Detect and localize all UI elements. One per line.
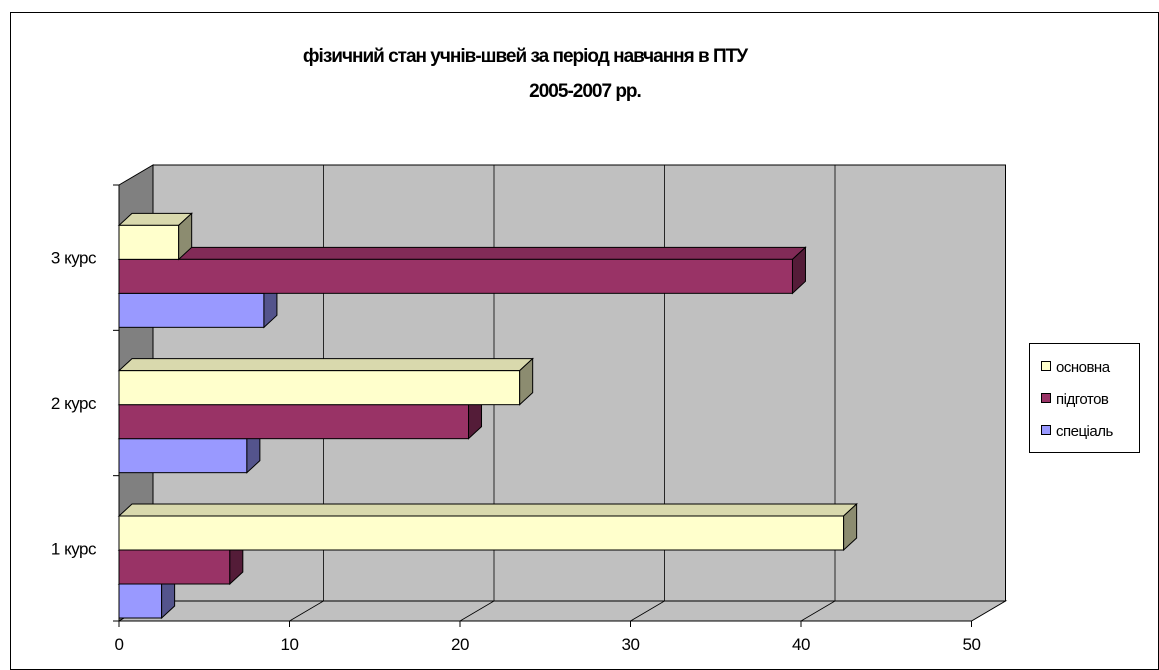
bar bbox=[118, 404, 470, 440]
x-tick-label: 30 bbox=[622, 635, 640, 654]
y-tick-label: 3 курс bbox=[51, 249, 97, 268]
bar-top bbox=[117, 246, 807, 260]
x-tick-label: 10 bbox=[281, 635, 299, 654]
legend: основна підготов спеціаль bbox=[1029, 343, 1140, 453]
floor bbox=[117, 600, 1008, 622]
bar-side bbox=[178, 212, 193, 261]
chart-title: фізичний стан учнів-швей за період навча… bbox=[303, 46, 748, 67]
bar bbox=[118, 370, 521, 406]
x-tick-label: 0 bbox=[115, 635, 124, 654]
bar-side bbox=[843, 502, 858, 552]
y-tick-label: 1 курс bbox=[51, 539, 97, 558]
bar bbox=[118, 224, 180, 260]
gridline bbox=[289, 600, 324, 622]
gridline bbox=[800, 600, 836, 622]
y-tick-label: 2 курс bbox=[51, 394, 97, 413]
bar bbox=[118, 438, 248, 474]
legend-label-0: основна bbox=[1056, 359, 1111, 376]
bar-side bbox=[791, 246, 806, 295]
chart-subtitle: 2005-2007 рр. bbox=[529, 81, 641, 102]
legend-label-2: спеціаль bbox=[1056, 423, 1113, 440]
legend-swatch-2 bbox=[1041, 425, 1051, 435]
plot-area: 0 10 20 30 40 50 1 курс 2 курс 3 курс bbox=[51, 164, 1008, 654]
bar-side bbox=[519, 357, 534, 406]
legend-swatch-1 bbox=[1041, 393, 1051, 403]
bar bbox=[118, 258, 793, 294]
bar bbox=[118, 515, 845, 551]
x-tick-label: 50 bbox=[963, 635, 981, 654]
bar bbox=[118, 549, 231, 585]
gridline bbox=[459, 600, 495, 622]
legend-label-1: підготов bbox=[1056, 391, 1109, 408]
bar-top bbox=[117, 358, 534, 372]
gridline bbox=[630, 600, 665, 622]
bar-top bbox=[117, 503, 858, 517]
x-tick-label: 20 bbox=[451, 635, 469, 654]
bar bbox=[118, 583, 163, 619]
legend-swatch-0 bbox=[1041, 361, 1051, 371]
x-tick-label: 40 bbox=[792, 635, 810, 654]
bar bbox=[118, 292, 265, 328]
